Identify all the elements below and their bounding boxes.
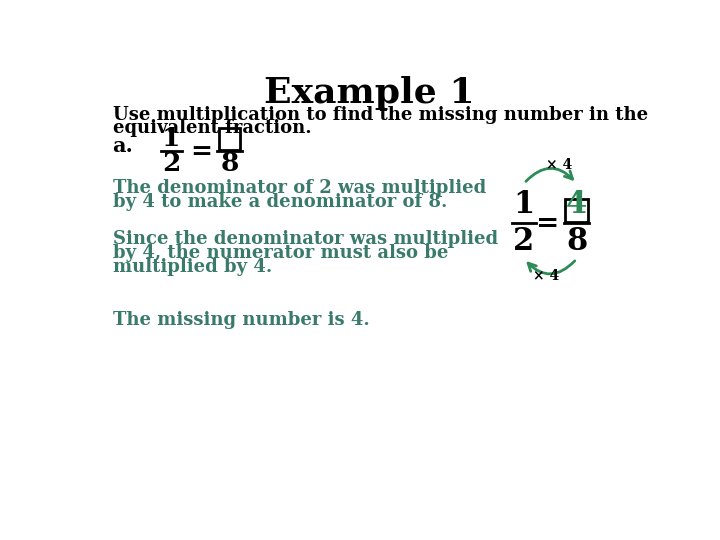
Text: Use multiplication to find the missing number in the: Use multiplication to find the missing n… xyxy=(113,106,649,124)
Text: 8: 8 xyxy=(220,151,239,176)
Text: a.: a. xyxy=(112,136,132,156)
Bar xyxy=(565,199,588,222)
Text: 1: 1 xyxy=(162,126,181,151)
Text: =: = xyxy=(190,139,212,164)
Text: by 4 to make a denominator of 8.: by 4 to make a denominator of 8. xyxy=(113,193,448,211)
Text: by 4, the numerator must also be: by 4, the numerator must also be xyxy=(113,244,449,262)
Text: multiplied by 4.: multiplied by 4. xyxy=(113,258,272,276)
Text: =: = xyxy=(536,210,559,237)
Text: 8: 8 xyxy=(566,226,588,258)
FancyArrowPatch shape xyxy=(526,168,572,181)
Text: Example 1: Example 1 xyxy=(264,76,474,110)
Text: 2: 2 xyxy=(513,226,535,258)
Text: Since the denominator was multiplied: Since the denominator was multiplied xyxy=(113,231,498,248)
Text: × 4: × 4 xyxy=(546,158,572,172)
FancyArrowPatch shape xyxy=(528,261,575,274)
Text: The denominator of 2 was multiplied: The denominator of 2 was multiplied xyxy=(113,179,487,197)
Text: × 4: × 4 xyxy=(533,269,559,283)
Text: equivalent fraction.: equivalent fraction. xyxy=(113,119,312,138)
Text: The missing number is 4.: The missing number is 4. xyxy=(113,311,370,329)
Text: 2: 2 xyxy=(162,151,181,176)
Text: 4: 4 xyxy=(566,190,588,220)
Bar xyxy=(219,128,240,150)
Text: 1: 1 xyxy=(513,190,534,220)
